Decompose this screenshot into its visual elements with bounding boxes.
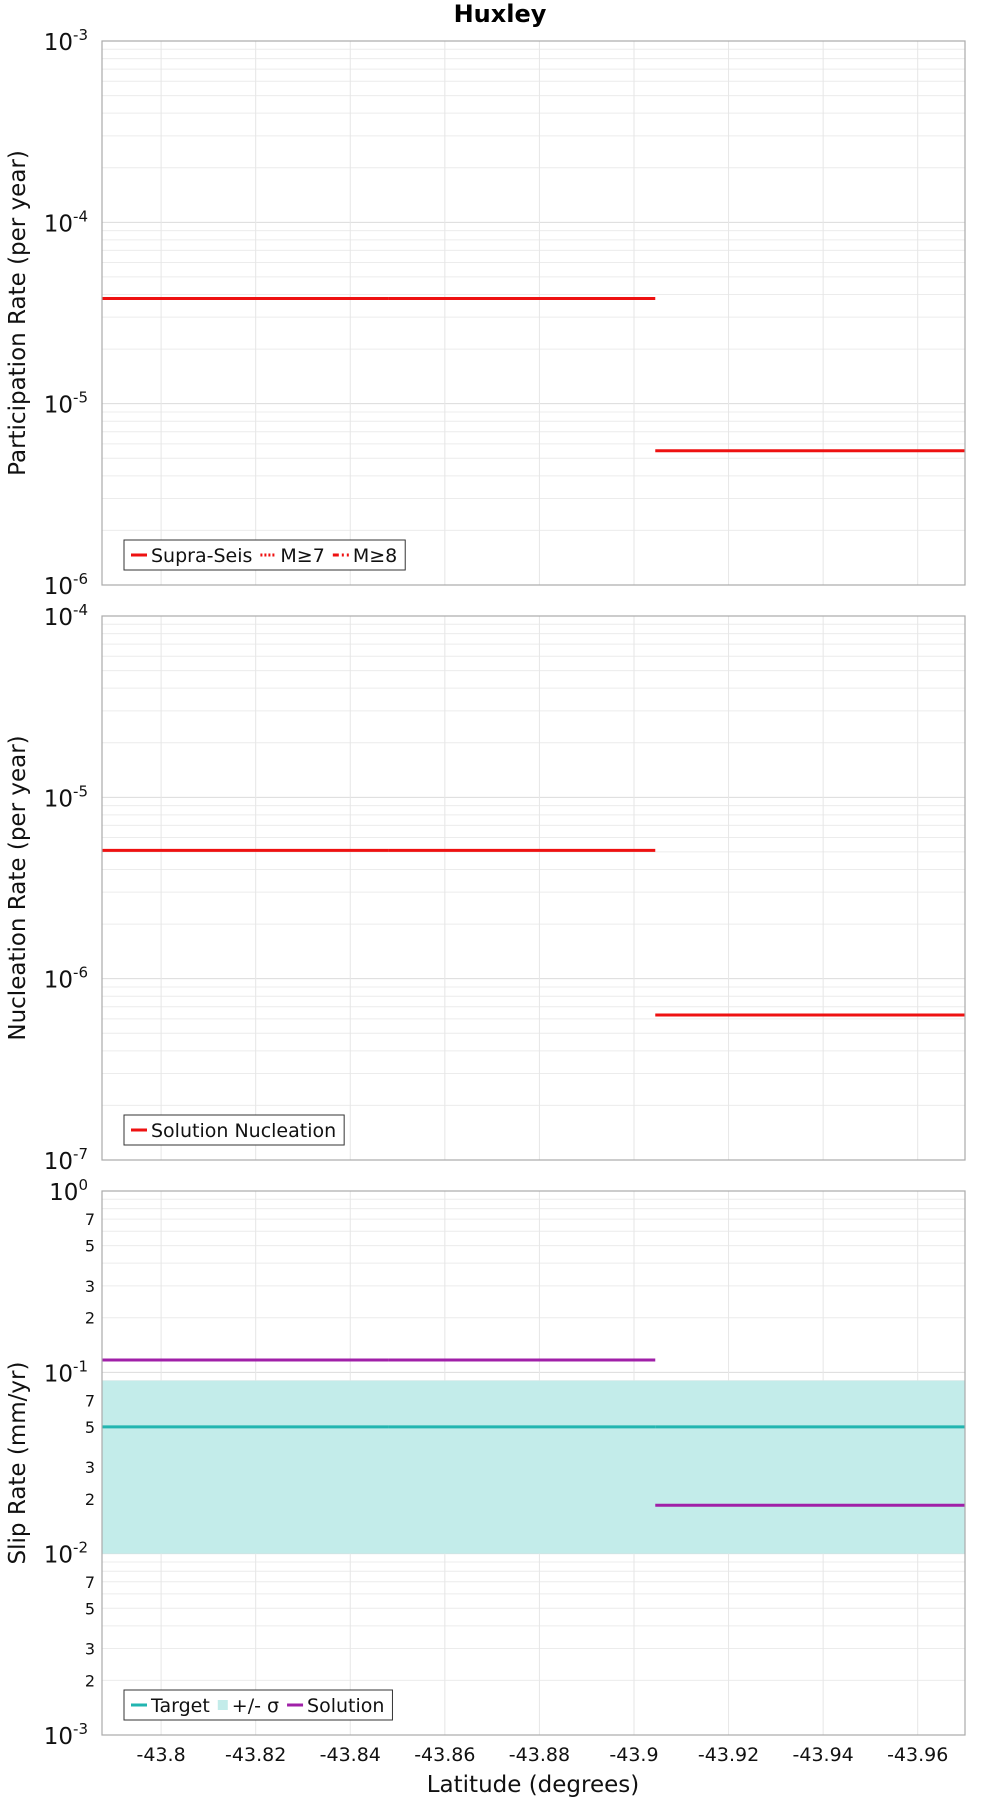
x-tick-label: -43.9	[609, 1744, 658, 1766]
y-tick-label: 10-7	[44, 1145, 88, 1175]
y-tick-label: 10-3	[44, 26, 88, 56]
legend-label: Solution Nucleation	[151, 1120, 336, 1142]
x-tick-label: -43.84	[320, 1744, 381, 1766]
y-tick-label: 10-2	[44, 1539, 88, 1569]
x-tick-label: -43.82	[225, 1744, 286, 1766]
y-tick-label: 10-5	[44, 389, 88, 419]
y-tick-label: 10-6	[44, 964, 88, 994]
legend-label: Solution	[307, 1695, 384, 1717]
y-minor-tick-label: 7	[85, 1391, 95, 1410]
y-minor-tick-label: 2	[85, 1309, 95, 1328]
legend-swatch	[217, 1700, 228, 1710]
legend-label: M≥7	[280, 545, 324, 567]
y-minor-tick-label: 5	[85, 1599, 95, 1618]
y-axis-title: Nucleation Rate (per year)	[5, 735, 31, 1040]
uncertainty-band	[102, 1380, 965, 1554]
legend: Target +/- σ Solution	[123, 1689, 393, 1721]
plot-frame	[101, 40, 966, 586]
panel-3: 10-3 10-2 10-1 100 2 3 5 7 2 3 5 7 2 3 5 7 Slip Rate (mm…	[5, 1176, 966, 1750]
y-minor-tick-label: 7	[85, 1573, 95, 1592]
legend-label: Target	[150, 1695, 210, 1717]
legend-label: +/- σ	[232, 1695, 279, 1717]
x-axis-title: Latitude (degrees)	[427, 1772, 640, 1798]
y-tick-label: 10-1	[44, 1357, 88, 1387]
legend-box	[123, 1689, 393, 1721]
legend: Supra-Seis M≥7 M≥8	[123, 539, 406, 571]
plot-frame	[101, 615, 966, 1161]
panel-2: 10-7 10-6 10-5 10-4 Nucleation Rate (per yea…	[5, 601, 966, 1175]
y-tick-label: 10-3	[44, 1720, 88, 1750]
y-tick-label: 10-4	[44, 601, 88, 631]
y-axis-title: Slip Rate (mm/yr)	[5, 1362, 31, 1565]
y-tick-label: 10-6	[44, 570, 88, 600]
x-tick-label: -43.86	[414, 1744, 475, 1766]
y-minor-tick-label: 2	[85, 1490, 95, 1509]
legend-label: Supra-Seis	[151, 545, 252, 567]
y-tick-label: 10-4	[44, 207, 88, 237]
x-tick-label: -43.96	[887, 1744, 948, 1766]
panel-1: 10-6 10-5 10-4 10-3 Participation Rate (per …	[5, 26, 966, 600]
y-minor-tick-label: 2	[85, 1671, 95, 1690]
legend: Solution Nucleation	[123, 1114, 345, 1146]
y-minor-tick-label: 5	[85, 1237, 95, 1256]
plot-frame	[101, 1190, 966, 1736]
x-tick-label: -43.92	[698, 1744, 759, 1766]
y-tick-label: 100	[49, 1176, 88, 1206]
x-axis: -43.8 -43.82 -43.84 -43.86 -43.88 -43.9 -43.92…	[137, 1744, 949, 1766]
y-minor-tick-label: 3	[85, 1639, 95, 1658]
chart-title: Huxley	[454, 0, 547, 28]
y-minor-tick-label: 3	[85, 1458, 95, 1477]
x-tick-label: -43.94	[793, 1744, 854, 1766]
x-tick-label: -43.8	[137, 1744, 186, 1766]
y-axis-title: Participation Rate (per year)	[5, 150, 31, 476]
x-tick-label: -43.88	[509, 1744, 570, 1766]
y-minor-tick-label: 7	[85, 1210, 95, 1229]
legend-box	[123, 1114, 345, 1146]
y-minor-tick-label: 3	[85, 1277, 95, 1296]
legend-label: M≥8	[353, 545, 397, 567]
y-tick-label: 10-5	[44, 782, 88, 812]
y-minor-tick-label: 5	[85, 1418, 95, 1437]
